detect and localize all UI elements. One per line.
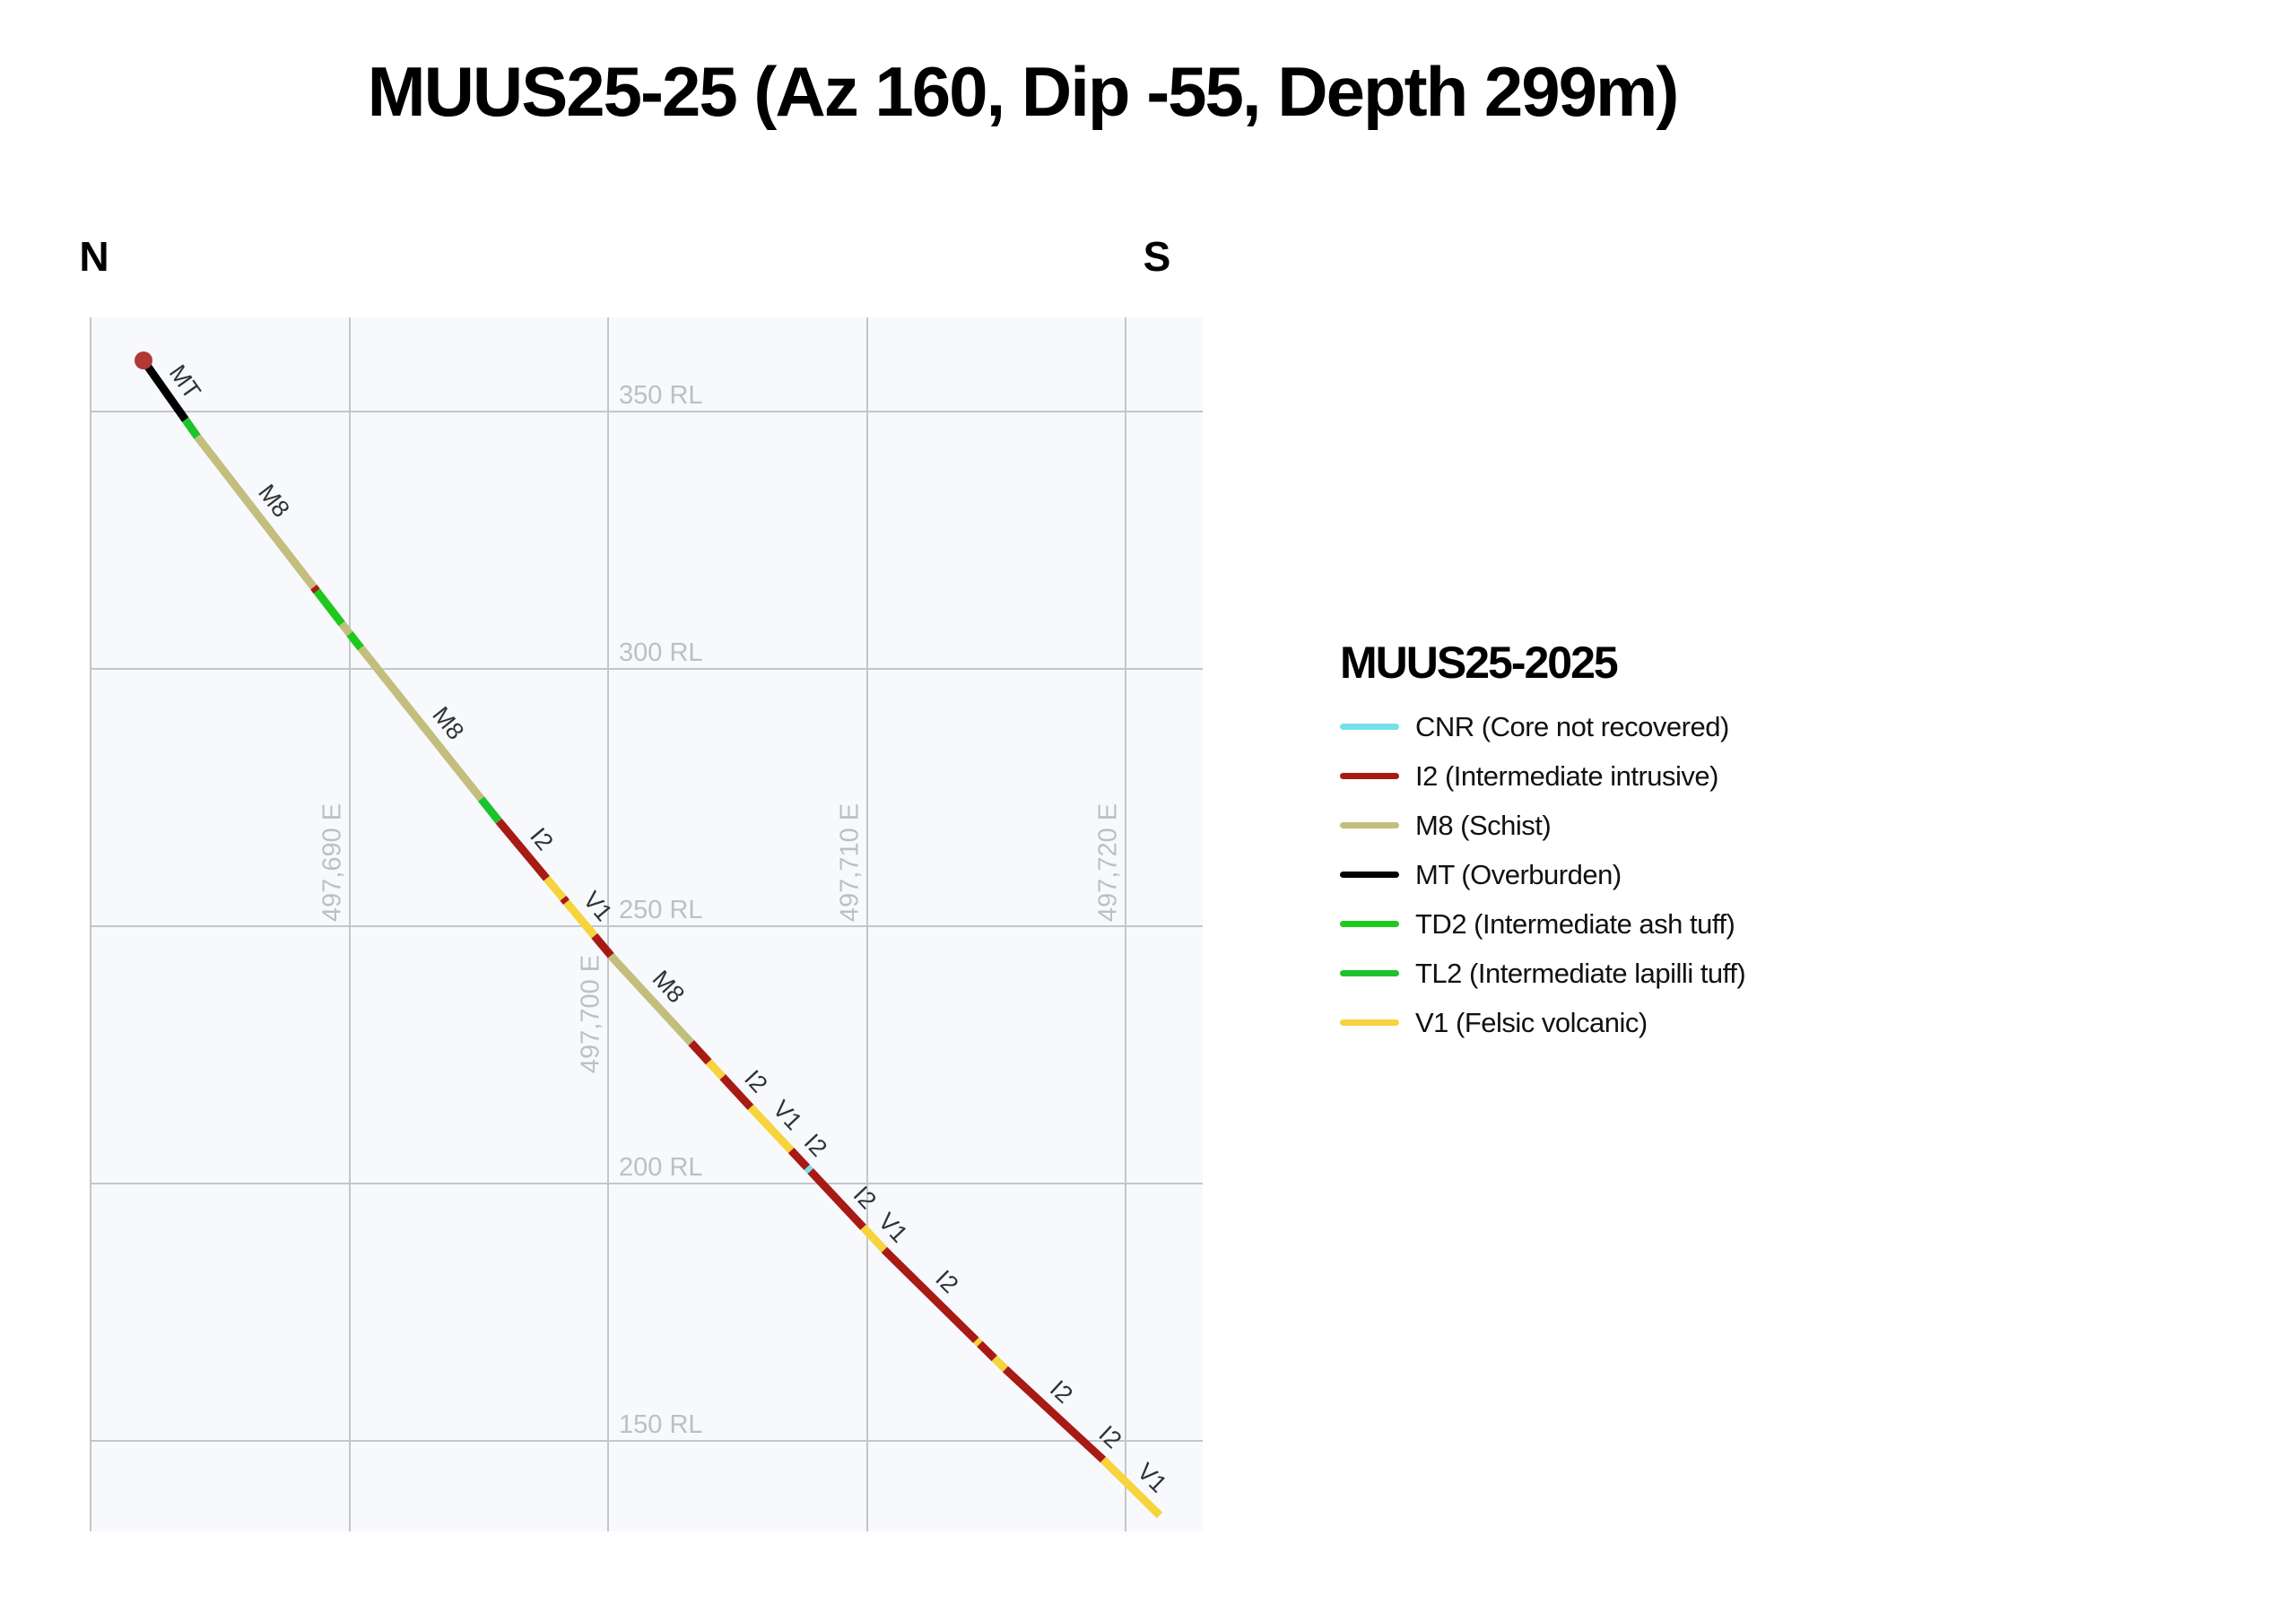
drill-trace-segment-I2 bbox=[591, 932, 614, 958]
rl-tick-label: 250 RL bbox=[619, 896, 703, 924]
drill-trace-segment-TD2 bbox=[313, 588, 345, 627]
drill-trace-segment-TL2 bbox=[477, 796, 502, 824]
drill-trace-segment-V1 bbox=[544, 875, 567, 901]
drill-trace-segment-I2 bbox=[310, 585, 320, 594]
legend-swatch-TL2 bbox=[1340, 970, 1399, 976]
plot-area[interactable] bbox=[91, 317, 1203, 1531]
drill-trace-segment-M8 bbox=[357, 645, 485, 802]
compass-south-label: S bbox=[1143, 233, 1171, 280]
legend-swatch-MT bbox=[1340, 872, 1399, 878]
drill-trace-segment-V1 bbox=[973, 1337, 983, 1348]
legend-item-label: M8 (Schist) bbox=[1415, 809, 1552, 841]
drill-trace-segment-I2 bbox=[787, 1148, 811, 1170]
drill-trace-segment-I2 bbox=[977, 1340, 997, 1362]
legend-items: CNR (Core not recovered) I2 (Intermediate… bbox=[1340, 702, 2129, 1047]
drill-trace-segment-V1 bbox=[1100, 1456, 1163, 1519]
rl-tick-label: 300 RL bbox=[619, 638, 703, 667]
legend-item-MT[interactable]: MT (Overburden) bbox=[1340, 850, 2129, 899]
legend-title: MUUS25-2025 bbox=[1340, 638, 1619, 688]
figure-title: MUUS25-25 (Az 160, Dip -55, Depth 299m) bbox=[367, 52, 1680, 131]
drill-trace-segment-M8 bbox=[338, 620, 353, 637]
compass-north-label: N bbox=[79, 233, 109, 280]
drill-trace-segment-I2 bbox=[688, 1040, 712, 1065]
drill-trace-segment-V1 bbox=[991, 1355, 1009, 1373]
legend-item-TD2[interactable]: TD2 (Intermediate ash tuff) bbox=[1340, 899, 2129, 949]
drill-trace-segment-M8 bbox=[194, 434, 317, 590]
legend-item-label: V1 (Felsic volcanic) bbox=[1415, 1006, 1648, 1038]
drill-trace-segment-MT bbox=[140, 358, 189, 422]
easting-tick-label: 497,710 E bbox=[836, 803, 865, 922]
drill-trace-segment-V1 bbox=[563, 899, 598, 939]
drill-trace-segment-I2 bbox=[495, 818, 550, 881]
drill-trace-segment-CNR bbox=[804, 1164, 813, 1175]
legend-item-CNR[interactable]: CNR (Core not recovered) bbox=[1340, 702, 2129, 751]
drill-trace-segment-V1 bbox=[747, 1104, 795, 1154]
legend-swatch-M8 bbox=[1340, 822, 1399, 828]
legend-item-M8[interactable]: M8 (Schist) bbox=[1340, 801, 2129, 850]
drill-trace-segment-M8 bbox=[607, 952, 695, 1046]
legend-swatch-CNR bbox=[1340, 724, 1399, 730]
drill-trace-segment-I2 bbox=[560, 895, 570, 906]
legend-item-label: TD2 (Intermediate ash tuff) bbox=[1415, 907, 1735, 940]
easting-tick-label: 497,700 E bbox=[577, 955, 605, 1073]
legend-item-label: I2 (Intermediate intrusive) bbox=[1415, 759, 1718, 792]
drill-trace-segment-I2 bbox=[1002, 1366, 1107, 1463]
legend-item-V1[interactable]: V1 (Felsic volcanic) bbox=[1340, 998, 2129, 1047]
legend-item-label: MT (Overburden) bbox=[1415, 858, 1622, 890]
drill-trace-segment-I2 bbox=[881, 1246, 979, 1344]
drill-trace-segment-TD2 bbox=[346, 631, 364, 651]
legend-item-label: CNR (Core not recovered) bbox=[1415, 710, 1729, 742]
drill-trace-segment-I2 bbox=[719, 1074, 754, 1111]
legend-item-I2[interactable]: I2 (Intermediate intrusive) bbox=[1340, 751, 2129, 801]
collar-marker bbox=[135, 351, 152, 369]
legend-swatch-I2 bbox=[1340, 773, 1399, 779]
legend: MUUS25-2025 CNR (Core not recovered) I2 (… bbox=[1340, 638, 2129, 1047]
drill-trace-segment-I2 bbox=[807, 1168, 866, 1230]
rl-tick-label: 350 RL bbox=[619, 381, 703, 410]
legend-item-TL2[interactable]: TL2 (Intermediate lapilli tuff) bbox=[1340, 949, 2129, 998]
drill-trace-segment-TL2 bbox=[182, 417, 201, 439]
easting-tick-label: 497,690 E bbox=[318, 803, 347, 922]
drill-trace-segment-V1 bbox=[705, 1059, 726, 1080]
drill-trace-segment-V1 bbox=[860, 1224, 888, 1253]
legend-swatch-V1 bbox=[1340, 1019, 1399, 1026]
legend-item-label: TL2 (Intermediate lapilli tuff) bbox=[1415, 957, 1746, 989]
legend-swatch-TD2 bbox=[1340, 921, 1399, 927]
rl-tick-label: 150 RL bbox=[619, 1410, 703, 1439]
easting-tick-label: 497,720 E bbox=[1094, 803, 1123, 922]
rl-tick-label: 200 RL bbox=[619, 1153, 703, 1182]
